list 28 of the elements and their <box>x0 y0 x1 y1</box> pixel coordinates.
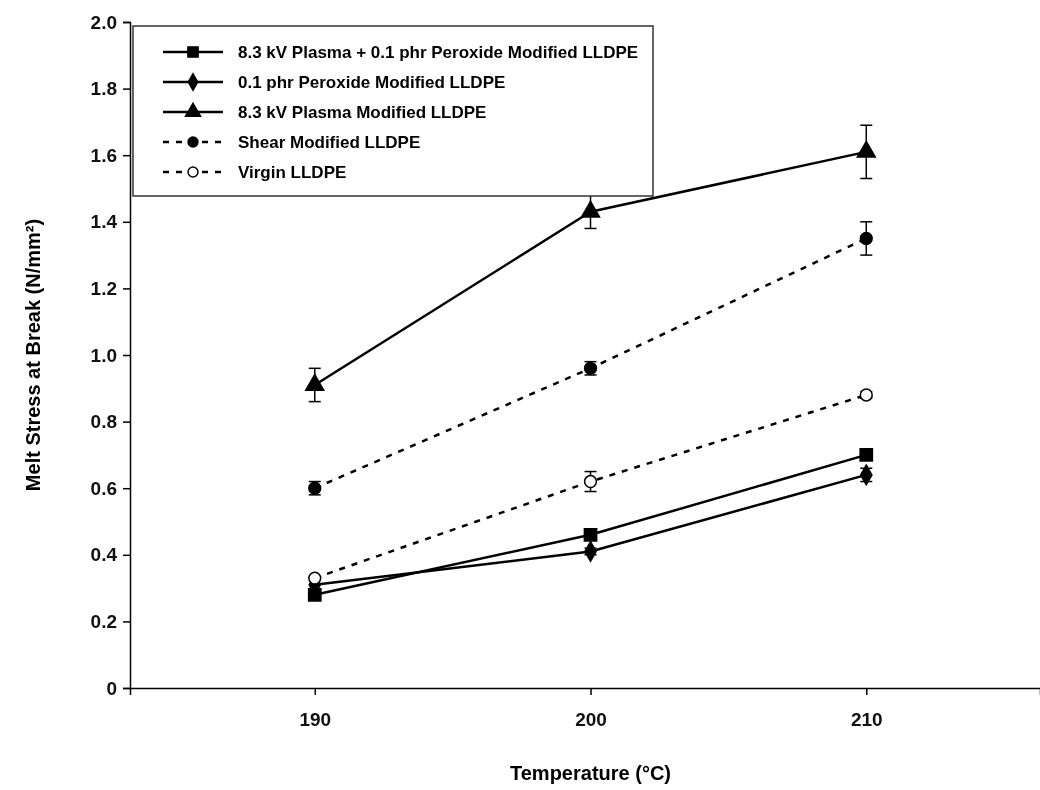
x-tick-label: 210 <box>850 709 883 731</box>
x-tick-label: 190 <box>299 709 332 731</box>
point <box>583 474 598 489</box>
legend-label: 0.1 phr Peroxide Modified LLDPE <box>238 73 506 92</box>
legend-label: 8.3 kV Plasma Modified LLDPE <box>238 103 487 122</box>
y-tick-label: 1.8 <box>90 78 117 100</box>
y-tick-label: 0.6 <box>90 477 117 499</box>
legend-label: 8.3 kV Plasma + 0.1 phr Peroxide Modified LLDPE <box>238 43 639 62</box>
point <box>580 200 601 218</box>
legend-label: Shear Modified LLDPE <box>238 133 421 152</box>
y-tick-label: 1.2 <box>90 277 117 299</box>
y-tick-label: 0 <box>106 677 117 699</box>
point <box>856 140 877 158</box>
y-tick-label: 1.6 <box>90 144 117 166</box>
x-axis-title: Temperature (°C) <box>510 762 672 784</box>
point <box>308 571 322 585</box>
y-tick-label: 0.4 <box>90 544 118 566</box>
point <box>859 448 874 462</box>
y-tick-label: 0.8 <box>90 411 117 433</box>
y-tick-label: 1.4 <box>90 211 118 233</box>
point <box>583 527 598 542</box>
y-axis-title: Melt Stress at Break (N/mm²) <box>22 218 44 492</box>
y-tick-label: 2.0 <box>90 11 117 33</box>
point <box>859 231 873 246</box>
x-tick-label: 200 <box>575 709 607 731</box>
y-tick-label: 1.0 <box>90 344 117 366</box>
legend-label: Virgin LLDPE <box>238 163 347 182</box>
y-tick-label: 0.2 <box>90 610 117 632</box>
